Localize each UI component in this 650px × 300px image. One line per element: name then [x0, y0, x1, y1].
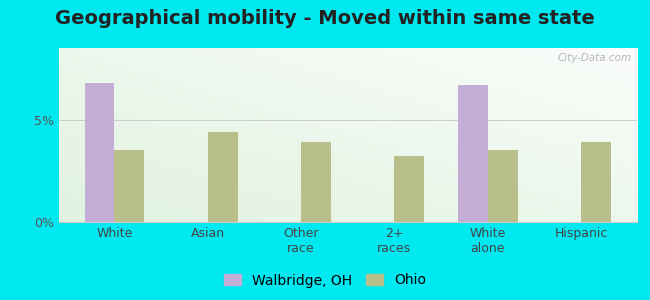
- Bar: [488, 150, 517, 222]
- Bar: [458, 85, 488, 222]
- Bar: [84, 83, 114, 222]
- Bar: [114, 150, 144, 222]
- Bar: [395, 157, 424, 222]
- Text: City-Data.com: City-Data.com: [557, 53, 631, 63]
- Bar: [581, 142, 611, 222]
- Legend: Walbridge, OH, Ohio: Walbridge, OH, Ohio: [218, 268, 432, 293]
- Bar: [301, 142, 331, 222]
- Bar: [208, 132, 238, 222]
- Text: Geographical mobility - Moved within same state: Geographical mobility - Moved within sam…: [55, 9, 595, 28]
